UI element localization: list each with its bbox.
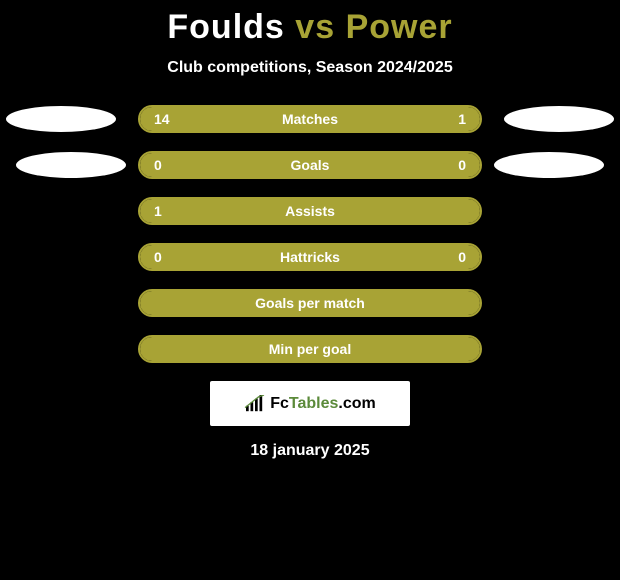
stat-row: 1 Assists xyxy=(138,197,482,225)
stat-row-wrap: 1 Assists xyxy=(0,197,620,225)
stat-row-wrap: 0 0 Goals xyxy=(0,151,620,179)
comparison-card: Foulds vs Power Club competitions, Seaso… xyxy=(0,0,620,460)
stat-row: 0 0 Goals xyxy=(138,151,482,179)
stat-value-right: 1 xyxy=(458,111,466,127)
stat-row-wrap: 0 0 Hattricks xyxy=(0,243,620,271)
stat-value-right: 0 xyxy=(458,249,466,265)
stat-row: Min per goal xyxy=(138,335,482,363)
fctables-badge[interactable]: FcTables.com xyxy=(210,381,410,426)
side-ellipse xyxy=(16,152,126,178)
stat-row-wrap: Goals per match xyxy=(0,289,620,317)
stat-value-left: 0 xyxy=(154,249,162,265)
side-ellipse xyxy=(504,106,614,132)
stat-row-wrap: Min per goal xyxy=(0,335,620,363)
stat-label: Goals xyxy=(291,157,330,173)
side-ellipse xyxy=(494,152,604,178)
stat-row: 0 0 Hattricks xyxy=(138,243,482,271)
badge-text: FcTables.com xyxy=(270,395,376,413)
side-ellipse xyxy=(6,106,116,132)
vs-text: vs xyxy=(295,8,335,46)
stat-label: Assists xyxy=(285,203,335,219)
badge-com: .com xyxy=(338,395,375,412)
stat-value-left: 1 xyxy=(154,203,162,219)
stat-label: Min per goal xyxy=(269,341,351,357)
badge-fc: Fc xyxy=(270,395,289,412)
stat-value-left: 0 xyxy=(154,157,162,173)
chart-icon xyxy=(244,395,266,413)
badge-tables: Tables xyxy=(289,395,339,412)
player2-name: Power xyxy=(346,8,453,46)
stat-rows: 14 1 Matches 0 0 Goals 1 Assists 0 0 Hattricks Goal… xyxy=(0,105,620,363)
stat-row: Goals per match xyxy=(138,289,482,317)
subtitle: Club competitions, Season 2024/2025 xyxy=(167,59,452,77)
stat-row-wrap: 14 1 Matches xyxy=(0,105,620,133)
page-title: Foulds vs Power xyxy=(167,8,452,47)
stat-label: Hattricks xyxy=(280,249,340,265)
stat-row: 14 1 Matches xyxy=(138,105,482,133)
fill-left xyxy=(140,153,310,177)
stat-label: Matches xyxy=(282,111,338,127)
stat-label: Goals per match xyxy=(255,295,365,311)
stat-value-right: 0 xyxy=(458,157,466,173)
fill-right xyxy=(310,153,480,177)
stat-value-left: 14 xyxy=(154,111,170,127)
player1-name: Foulds xyxy=(167,8,284,46)
date-text: 18 january 2025 xyxy=(250,442,369,460)
